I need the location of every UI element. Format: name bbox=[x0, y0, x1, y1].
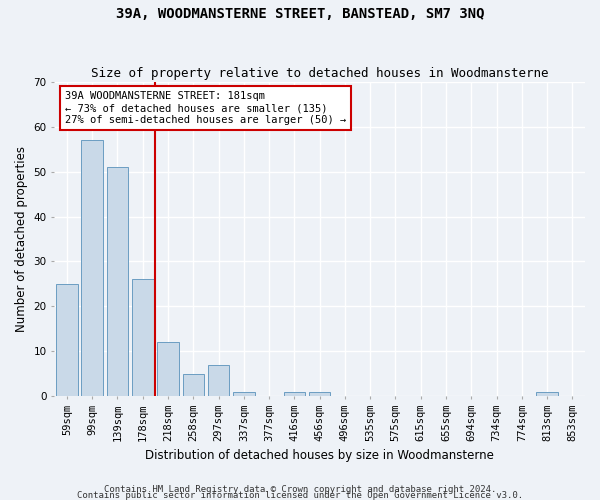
Title: Size of property relative to detached houses in Woodmansterne: Size of property relative to detached ho… bbox=[91, 66, 548, 80]
Bar bbox=[284, 392, 305, 396]
Text: Contains HM Land Registry data © Crown copyright and database right 2024.: Contains HM Land Registry data © Crown c… bbox=[104, 484, 496, 494]
X-axis label: Distribution of detached houses by size in Woodmansterne: Distribution of detached houses by size … bbox=[145, 450, 494, 462]
Bar bbox=[536, 392, 558, 396]
Bar bbox=[82, 140, 103, 396]
Y-axis label: Number of detached properties: Number of detached properties bbox=[15, 146, 28, 332]
Bar bbox=[309, 392, 331, 396]
Text: 39A, WOODMANSTERNE STREET, BANSTEAD, SM7 3NQ: 39A, WOODMANSTERNE STREET, BANSTEAD, SM7… bbox=[116, 8, 484, 22]
Bar bbox=[208, 364, 229, 396]
Text: Contains public sector information licensed under the Open Government Licence v3: Contains public sector information licen… bbox=[77, 490, 523, 500]
Bar bbox=[157, 342, 179, 396]
Bar bbox=[132, 280, 154, 396]
Bar bbox=[107, 168, 128, 396]
Bar bbox=[56, 284, 77, 396]
Text: 39A WOODMANSTERNE STREET: 181sqm
← 73% of detached houses are smaller (135)
27% : 39A WOODMANSTERNE STREET: 181sqm ← 73% o… bbox=[65, 92, 346, 124]
Bar bbox=[182, 374, 204, 396]
Bar bbox=[233, 392, 254, 396]
